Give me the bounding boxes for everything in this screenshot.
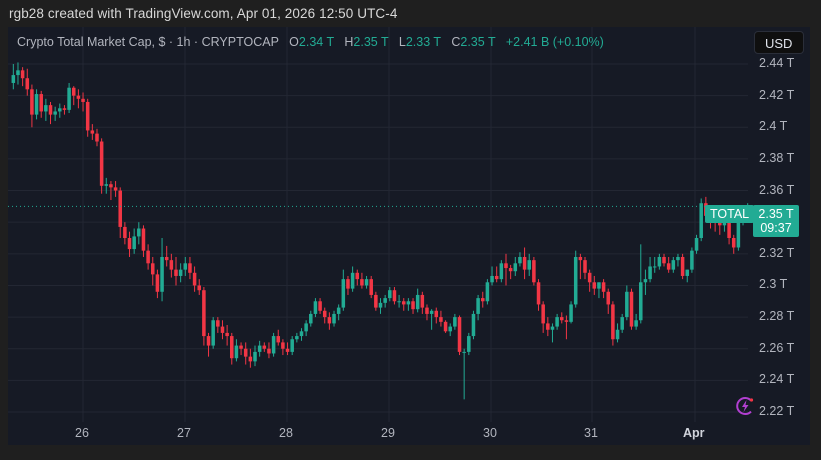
time-axis-label: 31 <box>584 426 598 440</box>
price-axis-label: 2.26 T <box>759 340 795 355</box>
close-label: C <box>451 35 461 49</box>
high-value: 2.35 T <box>353 35 389 49</box>
price-axis-label: 2.24 T <box>759 372 795 387</box>
chart-legend: Crypto Total Market Cap, $ · 1h · CRYPTO… <box>17 35 604 49</box>
currency-button[interactable]: USD <box>754 31 804 54</box>
close-value: 2.35 T <box>460 35 496 49</box>
symbol-tag: TOTAL <box>705 205 755 223</box>
bar-countdown: 09:37 <box>760 221 792 235</box>
low-value: 2.33 T <box>405 35 441 49</box>
price-axis-label: 2.36 T <box>759 182 795 197</box>
symbol-title: Crypto Total Market Cap, $ · 1h · CRYPTO… <box>17 35 279 49</box>
time-axis-label: 27 <box>177 426 191 440</box>
lightning-bolt-icon[interactable] <box>734 395 756 417</box>
candlestick-chart[interactable] <box>8 27 810 445</box>
open-label: O <box>289 35 299 49</box>
price-axis-label: 2.44 T <box>759 56 795 70</box>
price-axis-label: 2.3 T <box>759 277 788 292</box>
price-axis-label: 2.28 T <box>759 309 795 324</box>
chart-frame[interactable]: Crypto Total Market Cap, $ · 1h · CRYPTO… <box>8 27 810 445</box>
open-value: 2.34 T <box>298 35 334 49</box>
time-axis-label: 26 <box>75 426 89 440</box>
low-label: L <box>398 35 406 49</box>
last-price-tag: 2.35 T 09:37 <box>753 205 799 237</box>
high-label: H <box>344 35 354 49</box>
last-price-value: 2.35 T <box>758 207 794 221</box>
price-axis-label: 2.32 T <box>759 245 795 260</box>
time-axis-label: 29 <box>381 426 395 440</box>
price-axis-label: 2.38 T <box>759 150 795 165</box>
time-axis-label: 28 <box>279 426 293 440</box>
price-axis-label: 2.4 T <box>759 119 788 134</box>
price-axis-label: 2.42 T <box>759 87 795 102</box>
price-axis-label: 2.22 T <box>759 404 795 418</box>
time-axis-label: Apr <box>683 426 705 440</box>
attribution-text: rgb28 created with TradingView.com, Apr … <box>9 6 398 21</box>
time-axis-label: 30 <box>483 426 497 440</box>
change-value: +2.41 B (+0.10%) <box>505 35 604 49</box>
